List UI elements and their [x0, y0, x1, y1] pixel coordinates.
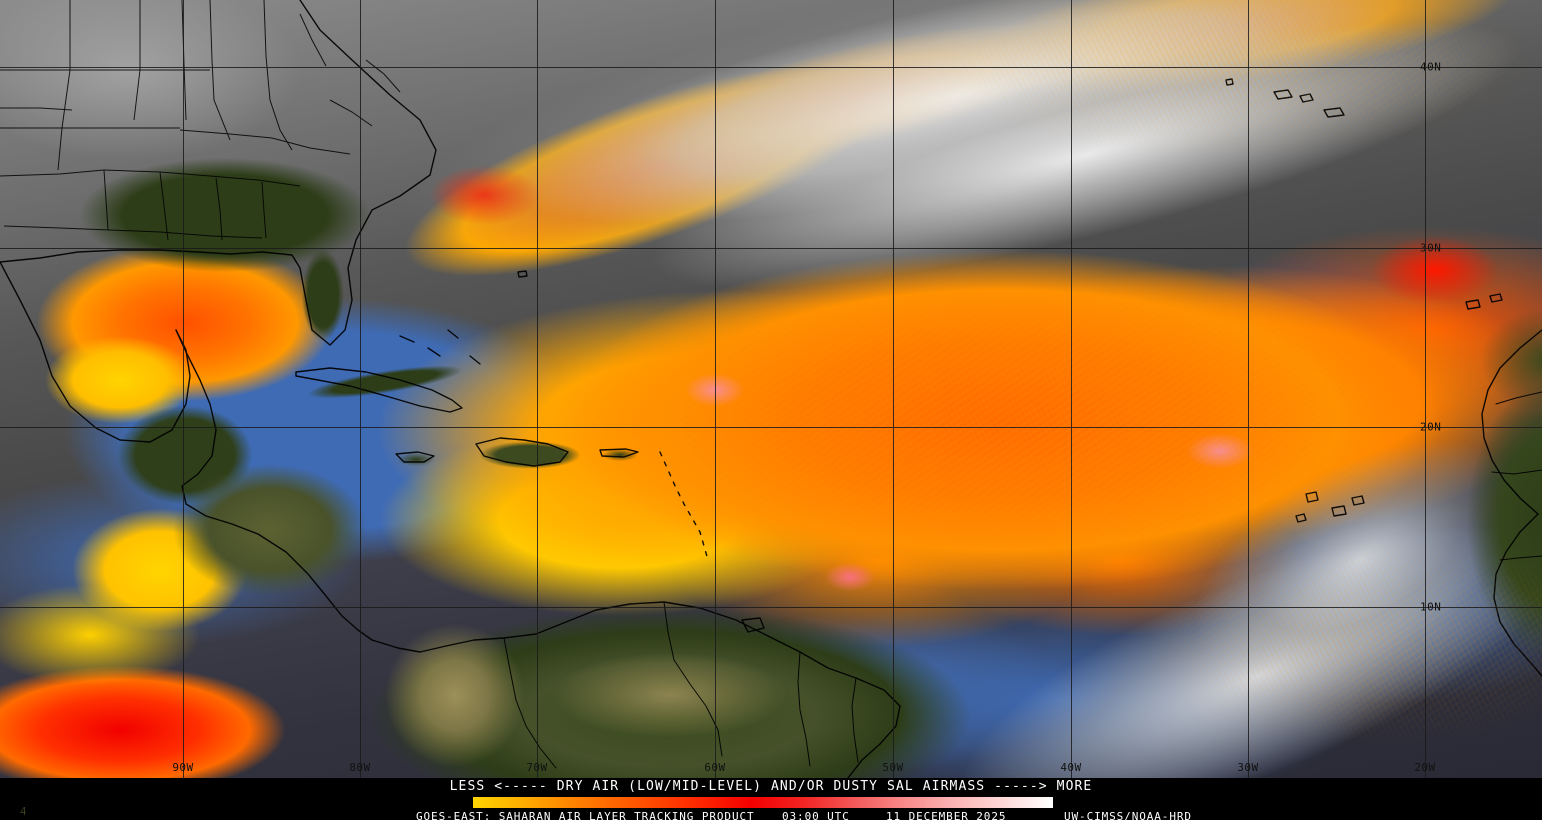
sal-dust-core-pink-2 [820, 560, 880, 594]
dust-speckle-texture [0, 0, 1542, 778]
footer-panel: LESS <----- DRY AIR (LOW/MID-LEVEL) AND/… [0, 778, 1542, 820]
frame-number: 4 [20, 805, 27, 818]
colorbar-caption: LESS <----- DRY AIR (LOW/MID-LEVEL) AND/… [449, 779, 1093, 794]
sal-dust-core-red-1 [1360, 230, 1510, 310]
satellite-map[interactable]: 40N 30N 20N 10N 90W 80W 70W 60W 50W 40W 30W 20W [0, 0, 1542, 778]
sal-dust-core-pink-3 [1180, 430, 1260, 472]
credit-source: UW-CIMSS/NOAA-HRD [1064, 810, 1192, 820]
credit-date: 11 DECEMBER 2025 [886, 810, 1007, 820]
credit-satellite-product: GOES-EAST: SAHARAN AIR LAYER TRACKING PR… [416, 810, 755, 820]
credit-time: 03:00 UTC [782, 810, 850, 820]
colorbar-gradient [473, 797, 1053, 808]
